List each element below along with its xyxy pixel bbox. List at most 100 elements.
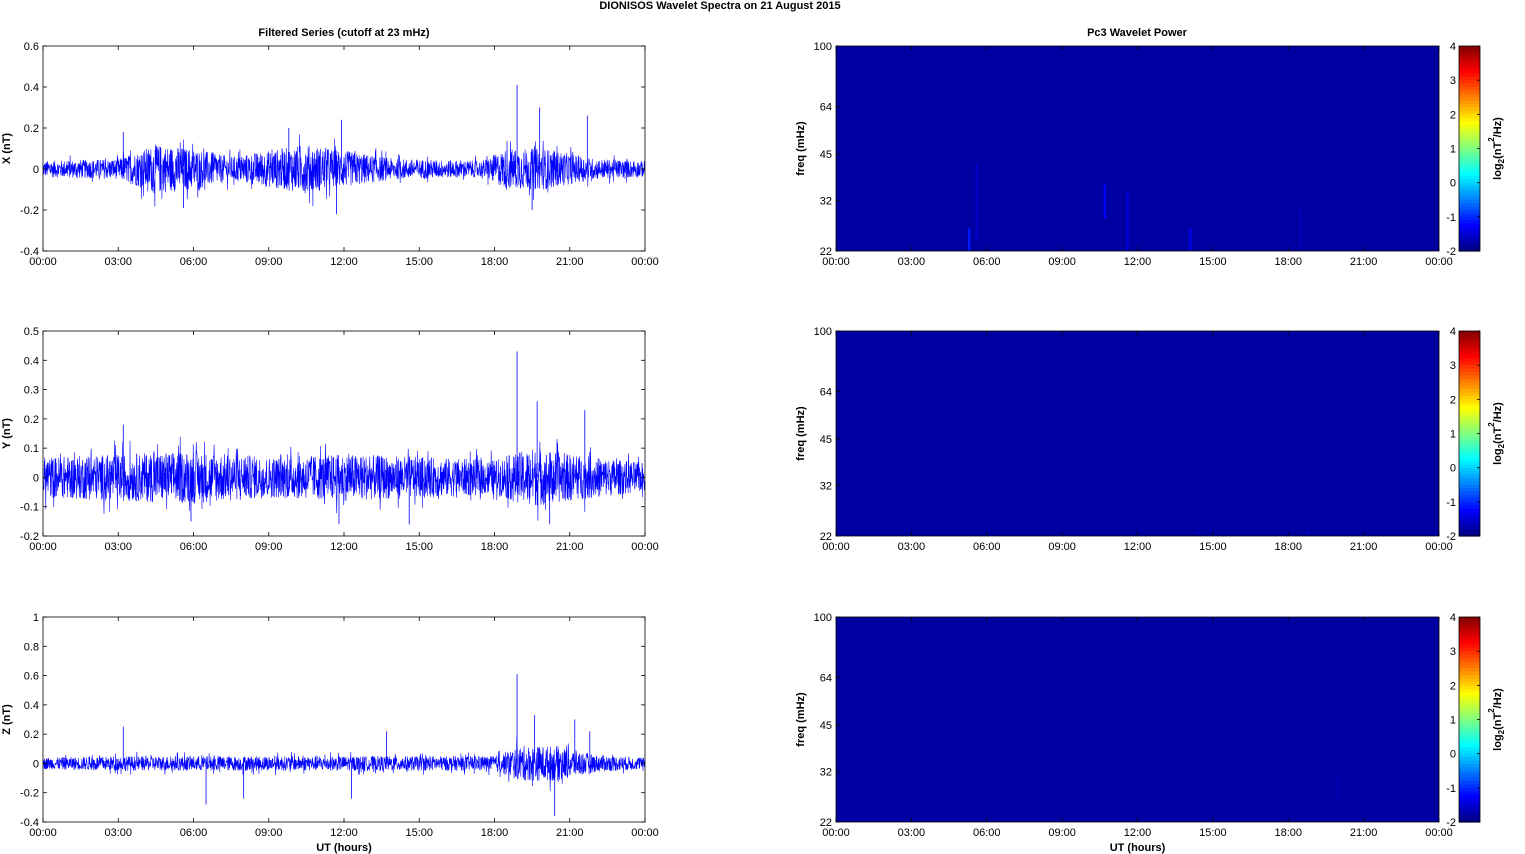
z-wavelet-colorbar-band — [1459, 781, 1480, 786]
z-wavelet-colorbar-band — [1459, 644, 1480, 649]
z-wavelet-colorbar-band — [1459, 804, 1480, 809]
z-wavelet-colorbar-band — [1459, 815, 1480, 820]
z-wavelet-ylabel: freq (mHz) — [795, 692, 807, 747]
y-wavelet-colorbar-band — [1459, 525, 1480, 530]
z-wavelet-colorbar-band — [1459, 692, 1480, 697]
z-wavelet-colorbar-band — [1459, 770, 1480, 775]
x-wavelet-colorbar-band — [1459, 121, 1480, 126]
z-wavelet-colorbar-band — [1459, 640, 1480, 645]
colorbar-label-part: 2 — [1487, 137, 1496, 142]
z-wavelet-power-feature — [1337, 771, 1340, 800]
x-wavelet-colorbar-band — [1459, 59, 1480, 64]
x-wavelet-colorbar-band — [1459, 186, 1480, 191]
z-wavelet-colorbar-band — [1459, 712, 1480, 717]
y-wavelet-colorbar-band — [1459, 454, 1480, 459]
x-wavelet-colorbar-band — [1459, 93, 1480, 98]
x-wavelet-colorbar-band — [1459, 210, 1480, 215]
colorbar-label-part: 2 — [1497, 158, 1506, 163]
x-wavelet-colorbar-band — [1459, 189, 1480, 194]
y-wavelet-xtick-label: 21:00 — [1350, 541, 1378, 553]
y-wavelet-colorbar-band — [1459, 395, 1480, 400]
z-wavelet-colorbar-band — [1459, 750, 1480, 755]
z-series-ytick-label: 0.8 — [24, 641, 39, 653]
x-wavelet-xtick-label: 09:00 — [1048, 256, 1076, 268]
z-wavelet-colorbar-band — [1459, 743, 1480, 748]
x-wavelet-colorbar-band — [1459, 158, 1480, 163]
z-wavelet-colorbar-band — [1459, 798, 1480, 803]
x-wavelet-colorbar-tick-label: 0 — [1450, 178, 1456, 190]
y-wavelet-colorbar-tick-label: -1 — [1446, 497, 1456, 509]
y-wavelet-colorbar-band — [1459, 460, 1480, 465]
y-wavelet-colorbar-band — [1459, 368, 1480, 373]
z-wavelet-colorbar-band — [1459, 726, 1480, 731]
y-wavelet-colorbar-band — [1459, 382, 1480, 387]
z-wavelet-colorbar-band — [1459, 664, 1480, 669]
y-series-ytick-label: 0.5 — [24, 326, 39, 338]
x-wavelet-xtick-label: 06:00 — [973, 256, 1001, 268]
figure-title: DIONISOS Wavelet Spectra on 21 August 20… — [599, 0, 840, 12]
y-series-panel: -0.2 -0.1 0 0.1 0.2 0.3 0.4 0.5 00:00 03:00 06:00 0… — [1, 326, 659, 553]
y-series-xtick-label: 15:00 — [405, 541, 433, 553]
z-wavelet-colorbar-band — [1459, 705, 1480, 710]
x-wavelet-colorbar-tick-label: 1 — [1450, 144, 1456, 156]
z-wavelet-colorbar-band — [1459, 668, 1480, 673]
y-wavelet-colorbar-band — [1459, 361, 1480, 366]
z-wavelet-xtick-label: 00:00 — [822, 827, 850, 839]
y-wavelet-colorbar-band — [1459, 505, 1480, 510]
x-wavelet-colorbar-band — [1459, 90, 1480, 95]
y-wavelet-xtick-label: 06:00 — [973, 541, 1001, 553]
z-wavelet-colorbar-band — [1459, 760, 1480, 765]
y-wavelet-power-feature — [1196, 524, 1199, 536]
x-series-xtick-label: 03:00 — [104, 256, 132, 268]
x-wavelet-power-feature — [1103, 184, 1107, 219]
y-wavelet-xtick-label: 15:00 — [1199, 541, 1227, 553]
z-wavelet-colorbar-band — [1459, 695, 1480, 700]
x-wavelet-colorbar-band — [1459, 240, 1480, 245]
z-wavelet-colorbar-band — [1459, 740, 1480, 745]
z-wavelet-colorbar-band — [1459, 658, 1480, 663]
z-series-xtick-label: 03:00 — [104, 827, 132, 839]
x-wavelet-colorbar-band — [1459, 97, 1480, 102]
y-wavelet-colorbar-band — [1459, 457, 1480, 462]
y-wavelet-colorbar-band — [1459, 341, 1480, 346]
x-wavelet-colorbar-band — [1459, 83, 1480, 88]
z-series-xtick-label: 09:00 — [255, 827, 283, 839]
x-wavelet-colorbar-band — [1459, 175, 1480, 180]
y-wavelet-colorbar-tick-label: -2 — [1446, 531, 1456, 543]
x-wavelet-colorbar-band — [1459, 110, 1480, 115]
x-wavelet-colorbar-tick-label: 3 — [1450, 75, 1456, 87]
x-wavelet-colorbar-band — [1459, 100, 1480, 105]
y-series-ytick-label: -0.1 — [20, 502, 39, 514]
z-wavelet-colorbar-tick-label: 1 — [1450, 715, 1456, 727]
x-wavelet-colorbar-band — [1459, 124, 1480, 129]
x-wavelet-colorbar-band — [1459, 227, 1480, 232]
z-wavelet-colorbar-band — [1459, 808, 1480, 813]
x-series-ytick-label: 0 — [33, 164, 39, 176]
colorbar-label-part: 2 — [1497, 729, 1506, 734]
z-wavelet-ytick-label: 22 — [820, 817, 832, 829]
x-wavelet-xtick-label: 00:00 — [1425, 256, 1453, 268]
z-wavelet-colorbar-band — [1459, 630, 1480, 635]
x-wavelet-ytick-label: 32 — [820, 195, 832, 207]
z-wavelet-colorbar-band — [1459, 784, 1480, 789]
z-wavelet-xlabel: UT (hours) — [1110, 842, 1166, 854]
z-series-series-line — [42, 737, 646, 791]
y-wavelet-colorbar-band — [1459, 532, 1480, 537]
z-wavelet-colorbar-tick-label: -1 — [1446, 783, 1456, 795]
x-series-ytick-label: 0.6 — [24, 41, 39, 53]
x-series-ytick-label: 0.2 — [24, 123, 39, 135]
x-wavelet-colorbar-band — [1459, 213, 1480, 218]
x-wavelet-colorbar-label: log2(nT2/Hz) — [1487, 117, 1506, 180]
y-series-ytick-label: -0.2 — [20, 531, 39, 543]
x-wavelet-colorbar-band — [1459, 230, 1480, 235]
x-wavelet-colorbar-tick-label: -1 — [1446, 212, 1456, 224]
colorbar-label-part: (nT — [1492, 427, 1504, 444]
y-wavelet-colorbar-band — [1459, 501, 1480, 506]
y-wavelet-colorbar-band — [1459, 375, 1480, 380]
y-series-xtick-label: 12:00 — [330, 541, 358, 553]
y-series-ytick-label: 0.4 — [24, 355, 39, 367]
y-wavelet-colorbar-band — [1459, 495, 1480, 500]
x-wavelet-xtick-label: 21:00 — [1350, 256, 1378, 268]
z-wavelet-colorbar-band — [1459, 623, 1480, 628]
z-wavelet-colorbar-band — [1459, 811, 1480, 816]
